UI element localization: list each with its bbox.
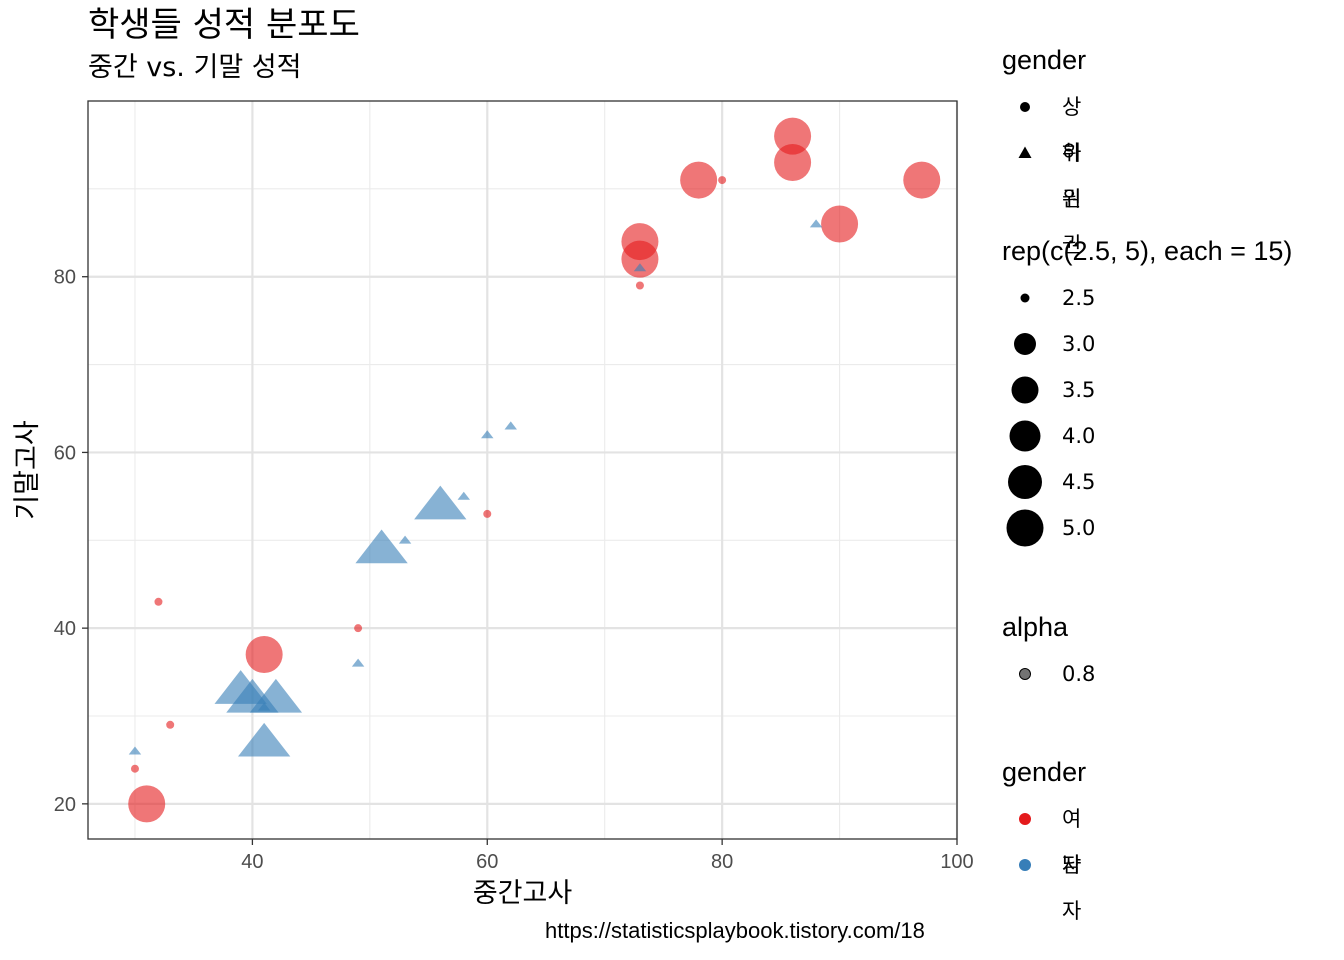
size-key-icon (1014, 333, 1036, 355)
data-point-triangle (249, 678, 303, 713)
size-key-icon (1006, 509, 1044, 547)
legend-shape-item: 상위권 (1002, 84, 1086, 211)
size-key-icon (1011, 376, 1039, 404)
data-point-circle (245, 636, 283, 673)
data-point-triangle (355, 529, 408, 564)
data-point-circle (774, 117, 812, 155)
legend-size-label: 4.0 (1062, 424, 1096, 448)
y-tick-label: 40 (54, 618, 76, 640)
data-point-circle (680, 161, 718, 199)
data-point-triangle (457, 491, 471, 500)
legend-color-title: gender (1002, 757, 1087, 787)
data-point-circle (621, 240, 659, 278)
data-point-triangle (128, 746, 142, 755)
data-point-circle (483, 509, 492, 518)
data-point-triangle (351, 658, 365, 667)
data-point-circle (821, 205, 859, 243)
data-point-triangle (414, 485, 467, 520)
chart-subtitle: 중간 vs. 기말 성적 (88, 52, 302, 83)
blue-dot-key-icon (1019, 859, 1031, 871)
data-point-circle (718, 176, 727, 185)
legend-size-label: 3.0 (1062, 332, 1096, 356)
legend-color-item: 여자 (1002, 796, 1086, 877)
y-axis-title: 기말고사 (12, 420, 43, 520)
y-tick-label: 80 (54, 267, 76, 289)
data-point-circle (154, 597, 163, 606)
chart-title: 학생들 성적 분포도 (88, 5, 360, 45)
legend-shape: gender 상위권 하위권 (1002, 44, 1087, 257)
data-point-circle (130, 764, 139, 773)
chart-caption: https://statisticsplaybook.tistory.com/1… (545, 918, 925, 943)
red-dot-key-icon (1019, 813, 1031, 825)
x-tick-label: 80 (711, 851, 733, 873)
triangle-key-icon (1018, 146, 1032, 158)
size-key-icon (1008, 465, 1042, 499)
legend-size-label: 4.5 (1062, 470, 1096, 494)
data-point-triangle (257, 702, 271, 711)
data-point-circle (166, 720, 175, 729)
legend-color: gender 여자 남자 (1002, 756, 1087, 923)
legend-shape-label: 상위권 (1062, 95, 1082, 211)
legend-color-label: 남자 (1062, 853, 1082, 923)
axis-ticks: 40 60 80 100 20 40 60 80 (54, 267, 974, 873)
legend-shape-item: 하위권 (1002, 130, 1086, 257)
legend-size-title: rep(c(2.5, 5), each = 15) (1002, 236, 1293, 266)
data-point-triangle (809, 219, 823, 228)
x-axis-title: 중간고사 (473, 878, 573, 909)
data-point-circle (635, 281, 644, 290)
legend-color-label: 여자 (1062, 807, 1082, 877)
data-point-circle (774, 144, 812, 181)
legend-alpha: alpha 0.8 (1002, 611, 1095, 697)
data-point-circle (354, 624, 363, 633)
legend-shape-label: 하위권 (1062, 141, 1082, 257)
legend-size-label: 2.5 (1062, 286, 1096, 310)
legend-size-item: 5.0 (1002, 505, 1292, 551)
legend-shape-title: gender (1002, 45, 1087, 75)
legend-size-item: 4.5 (1002, 459, 1292, 505)
legend-size-item: 2.5 (1002, 275, 1292, 321)
data-point-triangle (633, 263, 647, 272)
data-point-triangle (504, 421, 517, 430)
y-tick-label: 60 (54, 442, 76, 464)
legend-alpha-label: 0.8 (1062, 662, 1096, 686)
x-tick-label: 60 (476, 851, 498, 873)
legend-size-item: 3.0 (1002, 321, 1292, 367)
y-tick-label: 20 (54, 794, 76, 816)
data-point-circle (903, 161, 941, 199)
legend-alpha-item: 0.8 (1002, 651, 1095, 697)
size-key-icon (1009, 420, 1041, 452)
data-point-circle (128, 785, 166, 823)
x-tick-label: 100 (940, 851, 973, 873)
legend-size: rep(c(2.5, 5), each = 15) 2.5 3.0 3.5 4.… (1002, 235, 1292, 551)
grid-lines (88, 101, 959, 839)
legend-size-item: 4.0 (1002, 413, 1292, 459)
legend-size-label: 3.5 (1062, 378, 1096, 402)
data-points (128, 117, 941, 823)
circle-key-icon (1020, 102, 1030, 112)
data-point-triangle (398, 535, 412, 544)
data-point-triangle (237, 722, 291, 757)
legend-color-item: 남자 (1002, 842, 1086, 923)
x-tick-label: 40 (241, 851, 263, 873)
legend-alpha-title: alpha (1002, 612, 1069, 642)
legend-size-item: 3.5 (1002, 367, 1292, 413)
data-point-triangle (481, 430, 494, 439)
alpha-key-icon (1019, 668, 1031, 680)
legend-size-label: 5.0 (1062, 516, 1096, 540)
size-key-icon (1020, 293, 1030, 303)
panel-border (87, 100, 958, 840)
